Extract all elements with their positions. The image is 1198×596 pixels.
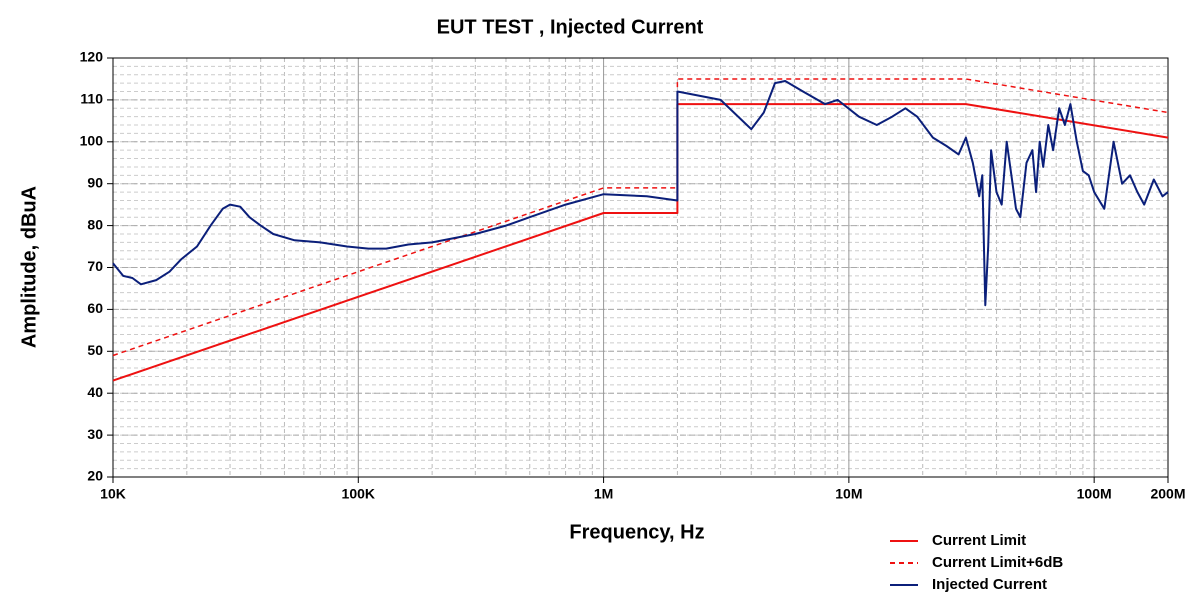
x-tick-label: 10M bbox=[835, 486, 862, 502]
y-tick-label: 120 bbox=[80, 49, 104, 65]
y-tick-label: 60 bbox=[87, 300, 103, 316]
legend-label: Current Limit+6dB bbox=[932, 554, 1063, 571]
y-tick-label: 80 bbox=[87, 216, 103, 232]
x-tick-label: 1M bbox=[594, 486, 613, 502]
x-tick-label: 10K bbox=[100, 486, 126, 502]
x-tick-label: 200M bbox=[1150, 486, 1185, 502]
plot-border bbox=[112, 57, 1169, 478]
x-axis-label: Frequency, Hz bbox=[569, 521, 704, 543]
chart-title: EUT TEST , Injected Current bbox=[437, 16, 704, 38]
legend-label: Injected Current bbox=[932, 576, 1047, 593]
series-line bbox=[112, 78, 1169, 357]
series-line bbox=[112, 80, 1169, 307]
y-tick-label: 90 bbox=[87, 174, 103, 190]
y-tick-label: 20 bbox=[87, 468, 103, 484]
y-tick-label: 70 bbox=[87, 258, 103, 274]
y-tick-label: 110 bbox=[80, 91, 103, 107]
y-axis-label: Amplitude, dBuA bbox=[18, 186, 40, 348]
y-tick-label: 30 bbox=[87, 426, 103, 442]
x-tick-label: 100K bbox=[342, 486, 375, 502]
x-tick-label: 100M bbox=[1077, 486, 1112, 502]
y-tick-label: 40 bbox=[87, 384, 103, 400]
y-tick-label: 50 bbox=[87, 342, 103, 358]
legend-label: Current Limit bbox=[932, 532, 1026, 549]
y-tick-label: 100 bbox=[80, 133, 104, 149]
